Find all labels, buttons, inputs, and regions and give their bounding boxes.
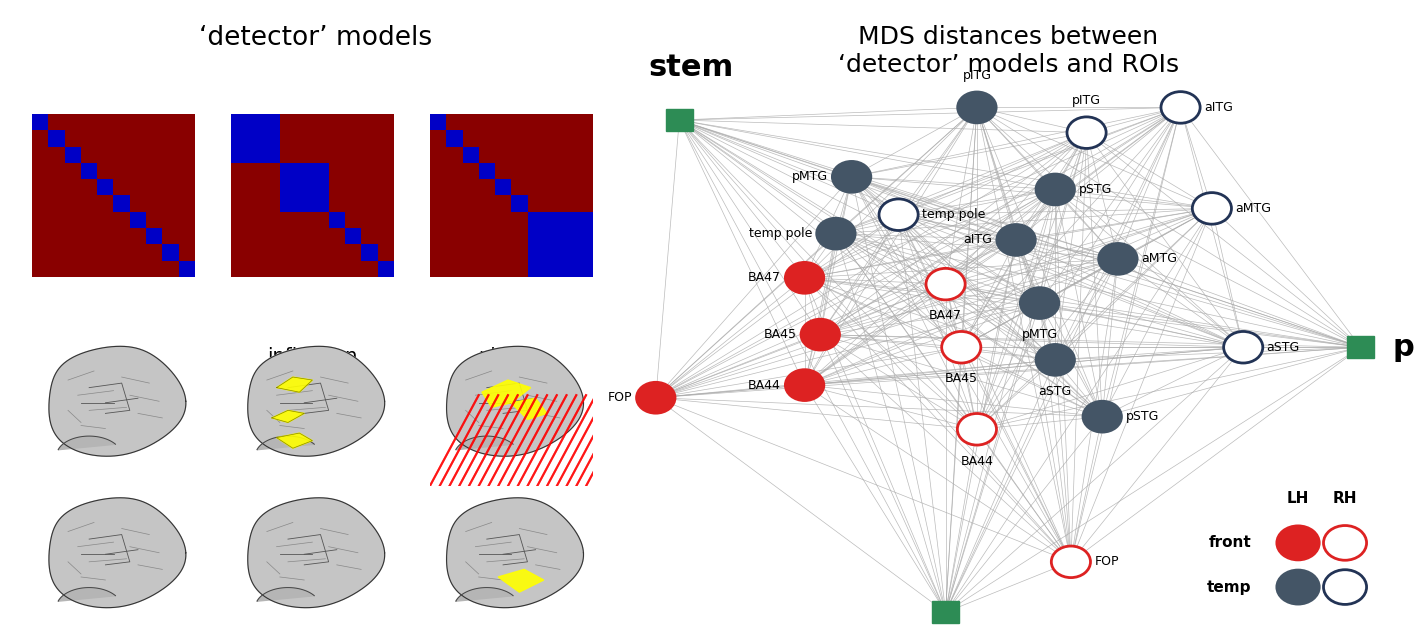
Text: FOP: FOP [1094,555,1118,568]
Text: aMTG: aMTG [1236,202,1271,215]
Circle shape [1052,546,1090,578]
Circle shape [1223,332,1263,363]
Circle shape [1324,570,1366,605]
Text: LH: LH [1287,491,1309,506]
Text: temp pole: temp pole [749,227,813,240]
Text: BA44: BA44 [748,379,781,392]
Text: inflection: inflection [267,347,358,366]
Circle shape [1035,174,1075,205]
Circle shape [800,319,840,350]
Circle shape [1277,570,1319,605]
Text: temp pole: temp pole [922,208,986,221]
Circle shape [1161,91,1200,123]
Circle shape [1192,193,1232,224]
Circle shape [1324,526,1366,560]
Text: pITG: pITG [963,69,991,82]
Text: pITG: pITG [1072,95,1102,108]
Circle shape [1068,117,1106,149]
Text: aSTG: aSTG [1267,341,1299,354]
Text: pSTG: pSTG [1079,183,1111,196]
Circle shape [957,413,997,445]
Circle shape [957,91,997,123]
Text: BA44: BA44 [960,455,994,468]
FancyBboxPatch shape [666,109,693,131]
Text: BA47: BA47 [929,309,962,323]
Text: pSTG: pSTG [1126,410,1159,423]
Text: FOP: FOP [608,392,632,404]
Text: front: front [1209,535,1251,551]
Circle shape [816,218,855,249]
Text: ‘detector’ models: ‘detector’ models [199,25,431,52]
Text: BA47: BA47 [748,271,781,284]
Circle shape [785,370,824,401]
Text: aITG: aITG [964,234,993,247]
Circle shape [1099,243,1137,275]
Text: stem: stem [89,347,137,366]
Text: MDS distances between
‘detector’ models and ROIs: MDS distances between ‘detector’ models … [837,25,1179,77]
Text: pMTG: pMTG [1021,328,1058,341]
Text: aSTG: aSTG [1039,385,1072,398]
Text: temp: temp [1206,580,1251,594]
Text: BA45: BA45 [764,328,796,341]
Circle shape [1083,401,1121,433]
Circle shape [785,262,824,294]
Circle shape [880,199,918,231]
Circle shape [1035,344,1075,375]
FancyBboxPatch shape [932,601,959,623]
Circle shape [942,332,981,363]
Circle shape [636,382,676,413]
Circle shape [1019,287,1059,319]
Text: phrase: phrase [478,347,544,366]
Text: aITG: aITG [1205,101,1233,114]
Circle shape [831,161,871,193]
Circle shape [1277,526,1319,560]
Text: RH: RH [1333,491,1357,506]
Text: aMTG: aMTG [1141,252,1178,265]
Text: BA45: BA45 [945,372,977,386]
Circle shape [997,224,1035,256]
Circle shape [926,269,966,300]
Text: phrase: phrase [1391,333,1414,362]
Text: pMTG: pMTG [792,171,829,184]
Text: stem: stem [648,53,734,82]
FancyBboxPatch shape [1348,336,1374,358]
